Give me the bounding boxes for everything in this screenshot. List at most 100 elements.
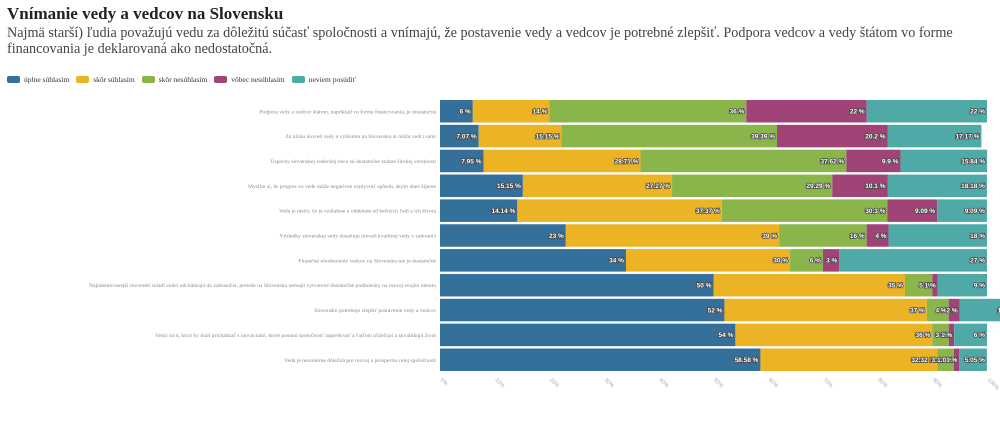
bar-segment[interactable] <box>959 298 1000 322</box>
category-label: Slovensko potrebuje zlepšiť postavenie v… <box>314 307 436 314</box>
data-label: 20.2 % <box>865 133 885 140</box>
data-label: 10.1 % <box>865 183 885 190</box>
category-label: Vedci sú tí, ktorí by mali prichádzať s … <box>155 332 436 339</box>
bar-segment[interactable] <box>440 323 736 347</box>
bar-segment[interactable] <box>440 149 484 173</box>
bar-segment[interactable] <box>887 174 987 198</box>
bar-segment[interactable] <box>887 199 938 222</box>
data-label: 15.84 % <box>961 158 985 165</box>
data-label: 35 % <box>888 283 903 290</box>
data-label: 22 % <box>970 109 985 116</box>
bar-segment[interactable] <box>478 124 562 148</box>
bar-segment[interactable] <box>832 174 888 198</box>
bar-segment[interactable] <box>522 174 673 198</box>
bar-segment[interactable] <box>561 124 778 148</box>
bar-segment[interactable] <box>932 323 949 347</box>
bar-segment[interactable] <box>900 149 988 173</box>
bar-segment[interactable] <box>937 199 987 222</box>
bar-segment[interactable] <box>625 249 791 272</box>
data-label: 27.27 % <box>646 183 670 190</box>
legend-item-skor-suhlasim[interactable]: skôr súhlasím <box>76 74 135 84</box>
bar-row: Veda je niečo, čo je vzdialené a oddelen… <box>279 199 987 222</box>
bar-segment[interactable] <box>440 224 566 247</box>
bar-segment[interactable] <box>440 273 714 297</box>
data-label: 39 % <box>762 233 777 240</box>
data-label: 1 % <box>941 332 952 339</box>
chart-subtitle: Najmä starší) ľudia považujú vedu za dôl… <box>7 25 953 57</box>
bar-segment[interactable] <box>948 323 955 347</box>
bar-segment[interactable] <box>887 124 982 148</box>
bar-segment[interactable] <box>472 100 550 123</box>
bar-segment[interactable] <box>440 174 523 198</box>
legend-label: skôr súhlasím <box>93 74 135 84</box>
category-label: Finančné ohodnotenie vedcov na Slovensku… <box>299 258 437 264</box>
legend-item-skor-nesuhlasim[interactable]: skôr nesúhlasím <box>141 74 208 84</box>
bar-segment[interactable] <box>721 199 888 222</box>
bar-segment[interactable] <box>822 249 840 272</box>
data-label: 39.39 % <box>751 133 775 140</box>
x-tick-label: 70% <box>821 377 833 389</box>
legend-item-vobec-nesuhlasim[interactable]: vôbec nesúhlasím <box>214 75 285 84</box>
data-label: 1.01 % <box>937 357 957 364</box>
bar-segment[interactable] <box>517 199 722 222</box>
bar-segment[interactable] <box>777 124 888 148</box>
bar-segment[interactable] <box>440 348 761 372</box>
data-label: 54 % <box>719 332 734 339</box>
bar-segment[interactable] <box>735 323 933 347</box>
x-tick-label: 50% <box>712 377 724 389</box>
bar-segment[interactable] <box>565 224 780 247</box>
bar-segment[interactable] <box>724 298 927 322</box>
data-label: 15.15 % <box>536 133 560 140</box>
bar-segment[interactable] <box>937 273 987 297</box>
x-tick-label: 10% <box>493 377 505 389</box>
bar-segment[interactable] <box>953 348 960 372</box>
bar-segment[interactable] <box>440 199 518 222</box>
bar-segment[interactable] <box>959 348 987 372</box>
bar-segment[interactable] <box>672 174 833 198</box>
bar-segment[interactable] <box>760 348 938 372</box>
data-label: 27 % <box>970 258 985 265</box>
bar-segment[interactable] <box>790 249 823 272</box>
bar-row: Výsledky slovenskej vedy dosahujú úroveň… <box>279 224 987 247</box>
bar-segment[interactable] <box>866 100 987 123</box>
bar-segment[interactable] <box>937 348 954 372</box>
legend-item-uplne-suhlasim[interactable]: úplne súhlasím <box>7 75 69 84</box>
bar-segment[interactable] <box>926 298 949 322</box>
bar-segment[interactable] <box>640 149 847 173</box>
bar-segment[interactable] <box>440 100 473 123</box>
bar-segment[interactable] <box>954 323 987 347</box>
data-label: 1 % <box>925 283 936 290</box>
bar-segment[interactable] <box>866 224 889 247</box>
bar-segment[interactable] <box>440 298 725 322</box>
bar-segment[interactable] <box>483 149 641 173</box>
bar-row: Vedci sú tí, ktorí by mali prichádzať s … <box>155 323 987 347</box>
legend-item-neviem-posudit[interactable]: neviem posúdiť <box>291 75 356 84</box>
data-label: 32.32 % <box>911 357 935 364</box>
bar-segment[interactable] <box>846 149 901 173</box>
bar-segment[interactable] <box>779 224 867 247</box>
bar-row: Myslím si, že progres vo vede môže negat… <box>248 174 987 198</box>
bar-segment[interactable] <box>713 273 905 297</box>
bar-row: Podpora vedy a vedcov štátom, napríklad … <box>259 100 987 123</box>
bar-segment[interactable] <box>932 273 938 297</box>
legend: úplne súhlasím skôr súhlasím skôr nesúhl… <box>7 73 363 85</box>
data-label: 50 % <box>697 283 712 290</box>
bar-segment[interactable] <box>948 298 960 322</box>
data-label: 6 % <box>460 109 471 116</box>
bar-segment[interactable] <box>746 100 867 123</box>
bar-segment[interactable] <box>904 273 933 297</box>
bar-segment[interactable] <box>440 249 626 272</box>
bar-segment[interactable] <box>549 100 747 123</box>
data-label: 58.58 % <box>735 357 759 364</box>
bar-segment[interactable] <box>440 124 479 148</box>
data-label: 37 % <box>910 307 925 314</box>
bar-row: Veda je neomierne dôležitá pre rozvoj a … <box>284 348 987 372</box>
bar-segment[interactable] <box>839 249 987 272</box>
x-tick-label: 0% <box>439 377 449 387</box>
legend-swatch <box>291 75 305 83</box>
bar-segment[interactable] <box>888 224 987 247</box>
x-tick-label: 20% <box>548 377 560 389</box>
legend-label: skôr nesúhlasím <box>158 74 208 84</box>
category-label: Výsledky slovenskej vedy dosahujú úroveň… <box>279 234 436 240</box>
